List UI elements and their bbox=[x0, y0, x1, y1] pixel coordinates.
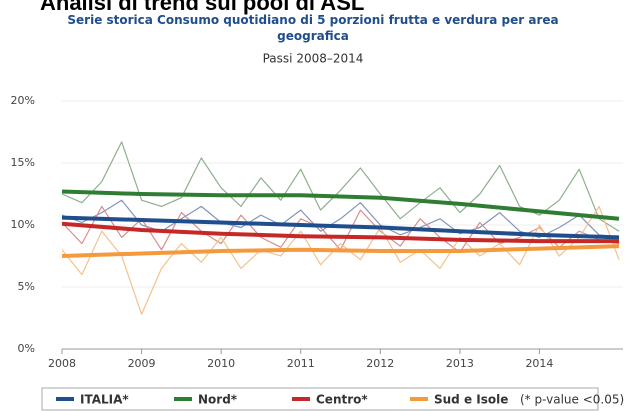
legend-note: (* p-value <0.05) bbox=[520, 393, 624, 407]
x-tick-label: 2014 bbox=[525, 357, 553, 370]
x-tick-label: 2008 bbox=[48, 357, 76, 370]
legend-box bbox=[41, 387, 599, 411]
chart-subtitle: Passi 2008–2014 bbox=[263, 52, 364, 66]
x-tick-label: 2013 bbox=[446, 357, 474, 370]
page-title: Analisi di trend sui pool di ASL bbox=[40, 0, 364, 15]
chart-title: Serie storica Consumo quotidiano di 5 po… bbox=[67, 13, 558, 43]
series-line bbox=[61, 221, 619, 244]
series-line bbox=[61, 205, 620, 315]
y-tick-label: 5% bbox=[18, 280, 35, 293]
y-tick-label: 0% bbox=[18, 342, 35, 355]
legend-label: Centro* bbox=[316, 393, 368, 407]
x-tick-label: 2010 bbox=[207, 357, 235, 370]
legend-label: Sud e Isole bbox=[434, 393, 508, 407]
legend-label: ITALIA* bbox=[80, 393, 129, 407]
series-line bbox=[61, 215, 620, 240]
legend-label: Nord* bbox=[198, 393, 238, 407]
x-tick-label: 2011 bbox=[287, 357, 315, 370]
y-tick-label: 20% bbox=[11, 94, 35, 107]
series-line bbox=[61, 141, 620, 232]
y-tick-label: 15% bbox=[11, 156, 35, 169]
series-line bbox=[61, 189, 620, 221]
y-tick-label: 10% bbox=[11, 218, 35, 231]
x-tick-label: 2009 bbox=[128, 357, 156, 370]
x-tick-label: 2012 bbox=[366, 357, 394, 370]
series-line bbox=[61, 244, 620, 258]
